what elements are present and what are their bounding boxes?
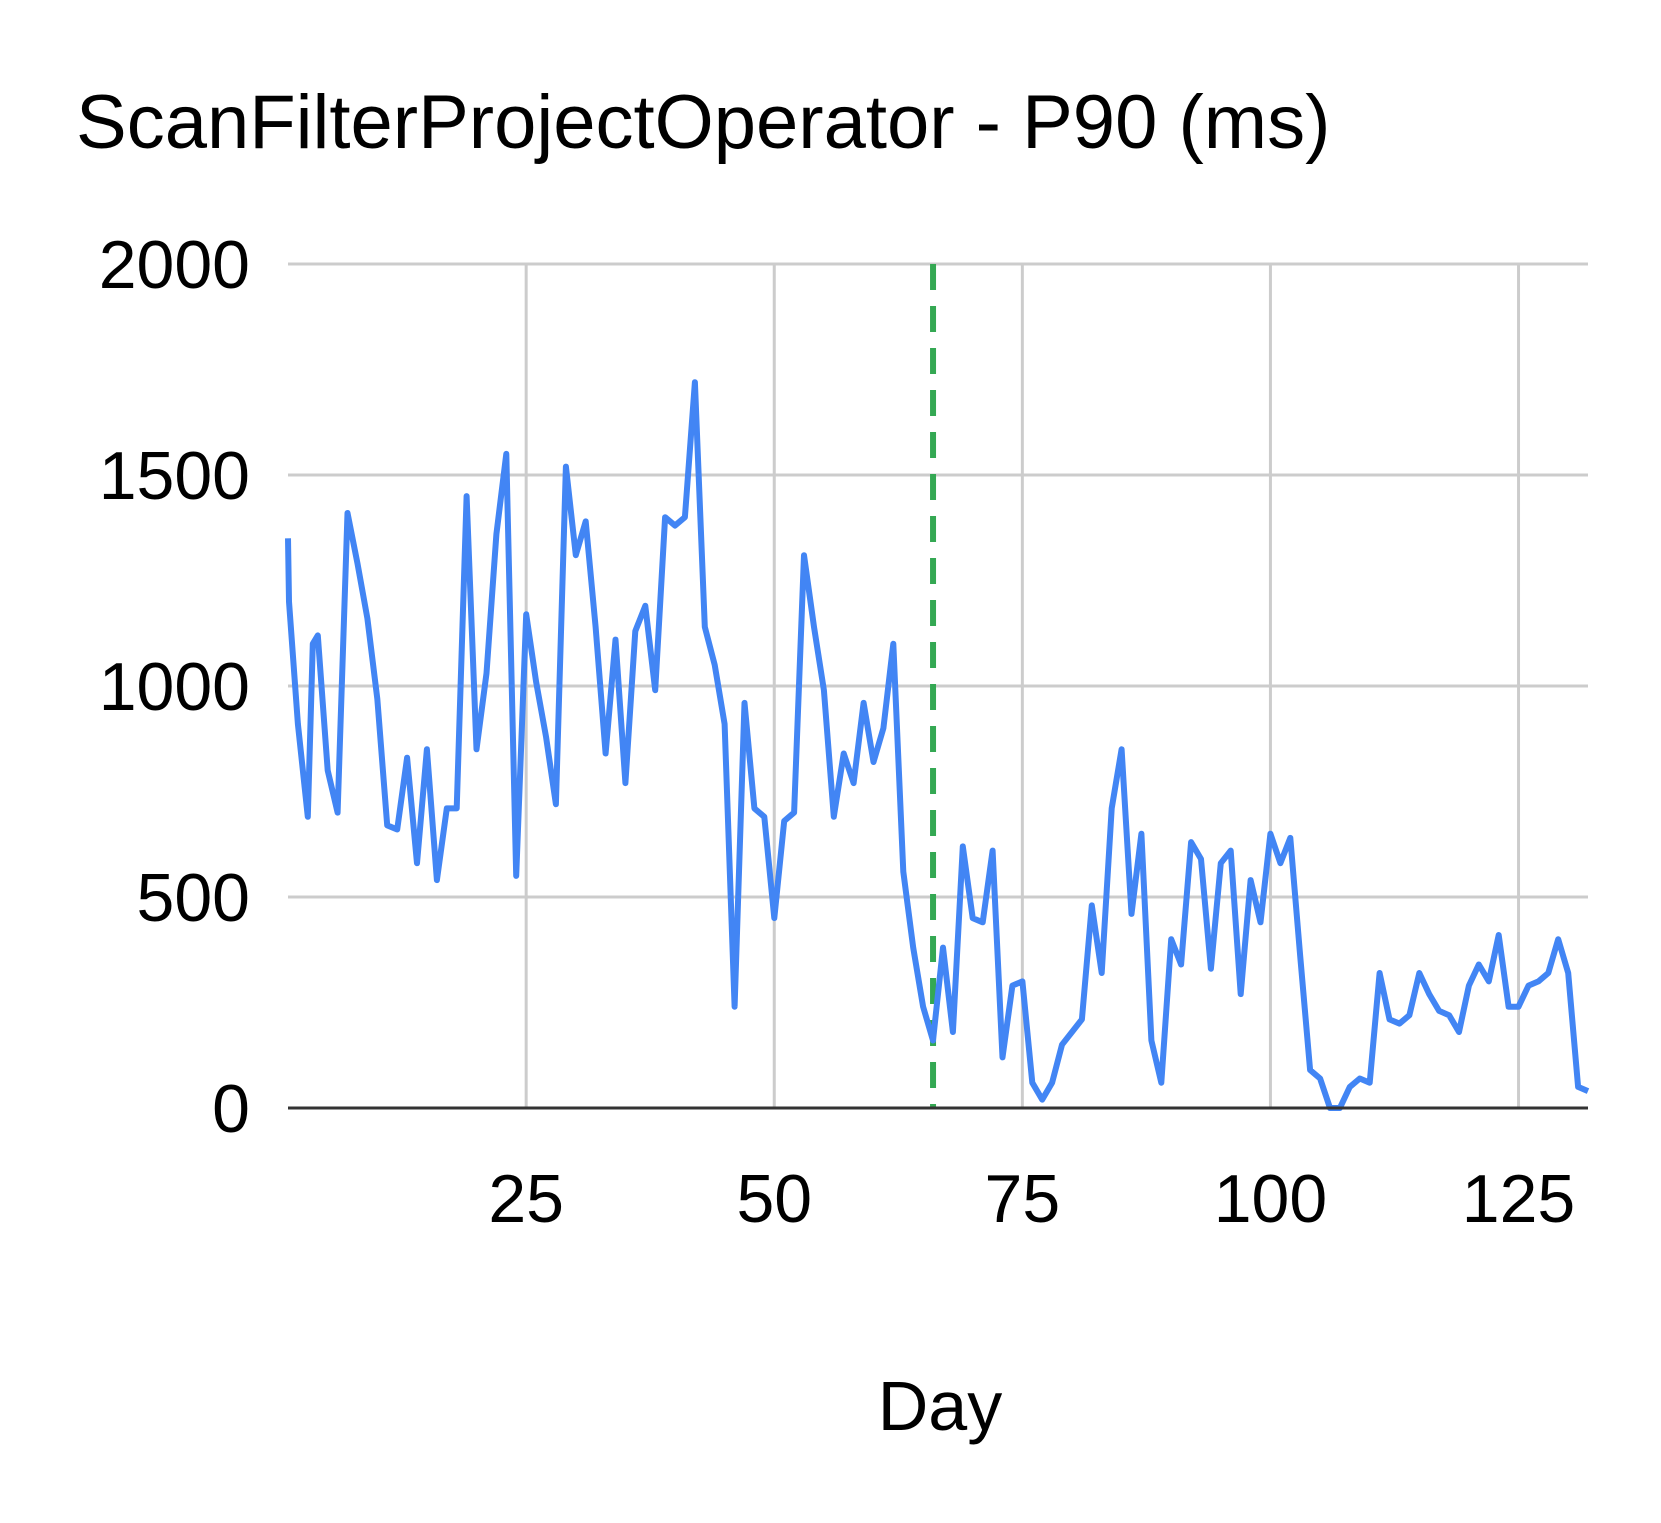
x-tick-labels: 25 50 75 100 125	[488, 1161, 1575, 1237]
x-tick-label: 25	[488, 1161, 564, 1237]
series-line-1	[285, 379, 1590, 1111]
y-tick-label: 0	[212, 1071, 250, 1147]
y-tick-labels: 0 500 1000 1500 2000	[99, 227, 250, 1147]
chart-title: ScanFilterProjectOperator - P90 (ms)	[76, 80, 1330, 165]
y-tick-label: 1000	[99, 649, 250, 725]
x-tick-label: 125	[1462, 1161, 1575, 1237]
x-tick-label: 75	[985, 1161, 1061, 1237]
y-tick-label: 2000	[99, 227, 250, 303]
x-axis-label: Day	[878, 1367, 1002, 1445]
series-layer	[285, 379, 1590, 1111]
y-tick-label: 500	[137, 860, 250, 936]
x-tick-label: 50	[736, 1161, 812, 1237]
y-tick-label: 1500	[99, 438, 250, 514]
x-tick-label: 100	[1214, 1161, 1327, 1237]
